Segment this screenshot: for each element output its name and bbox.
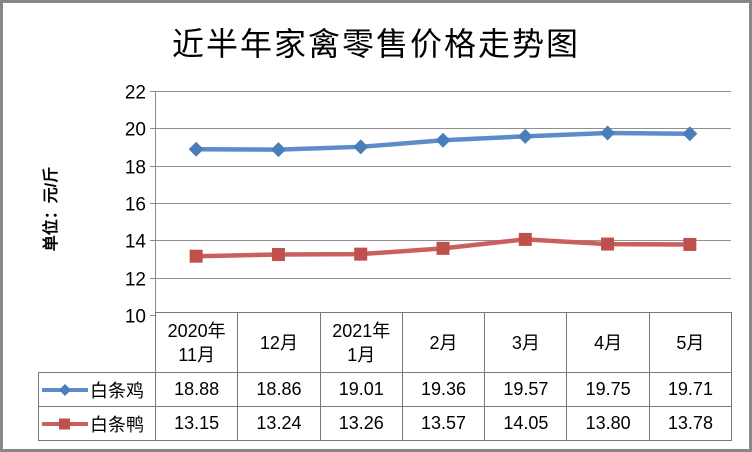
month-header-text: 5月 (676, 332, 705, 353)
value-cell: 13.26 (319, 406, 403, 441)
value-cell: 13.57 (401, 406, 486, 441)
series-line-square (193, 237, 693, 259)
value-cell: 19.57 (484, 372, 568, 407)
data-point-diamond-marker (353, 139, 369, 155)
month-header-cell: 12月 (237, 312, 321, 373)
table-row: 白条鸭 13.15 13.24 13.26 13.57 14.05 13.80 13.78 (38, 406, 733, 441)
table-row: 白条鸡 18.88 18.86 19.01 19.36 19.57 19.75 19.71 (38, 372, 733, 407)
legend-square-marker (59, 418, 70, 429)
table-header-row: 2020年 11月 12月 2021年 1月 2月 3月 4月 5月 (39, 312, 733, 373)
value-cell: 19.75 (566, 372, 650, 407)
month-header-cell: 4月 (566, 312, 650, 373)
value-cell: 19.01 (319, 372, 403, 407)
month-header-text: 12月 (259, 332, 298, 353)
data-point-square-marker (518, 232, 532, 246)
data-point-square-marker (683, 237, 697, 251)
month-header-text: 2021年 (332, 320, 391, 341)
data-point-diamond-marker (517, 128, 533, 144)
y-tick-label: 12 (125, 270, 146, 291)
y-tick-label: 16 (125, 195, 146, 216)
month-header-text: 2020年 (167, 320, 226, 341)
data-point-square-marker (601, 237, 615, 251)
data-point-diamond-marker (188, 141, 204, 157)
value-cell: 19.36 (401, 372, 486, 407)
month-header-cell: 3月 (484, 312, 568, 373)
value-cell: 13.78 (648, 406, 733, 441)
y-tick-label: 20 (125, 120, 146, 141)
value-cell: 13.15 (154, 406, 239, 441)
y-tick-label: 22 (125, 83, 146, 104)
month-header-text: 11月 (178, 344, 215, 365)
value-cell: 19.71 (648, 372, 733, 407)
series-name-label: 白条鸡 (90, 380, 144, 401)
data-point-diamond-marker (435, 132, 451, 148)
month-header-text: 3月 (511, 332, 540, 353)
month-header-text: 4月 (594, 332, 623, 353)
data-point-square-marker (436, 241, 450, 255)
data-point-square-marker (271, 248, 285, 262)
legend-cell: 白条鸡 (38, 372, 156, 407)
data-point-diamond-marker (682, 126, 698, 142)
data-point-diamond-marker (270, 142, 286, 158)
month-header-cell: 2月 (401, 312, 486, 373)
blue-diamond-legend-icon (42, 383, 88, 396)
month-header-cell: 5月 (648, 312, 733, 373)
value-cell: 13.24 (237, 406, 321, 441)
data-point-square-marker (354, 247, 368, 261)
month-header-cell: 2021年 1月 (319, 312, 403, 373)
data-point-diamond-marker (600, 125, 616, 141)
value-cell: 13.80 (566, 406, 650, 441)
legend-entry: 白条鸡 (42, 377, 155, 403)
red-square-legend-icon (42, 418, 88, 429)
value-cell: 14.05 (484, 406, 568, 441)
legend-entry: 白条鸭 (42, 411, 155, 437)
data-table: 2020年 11月 12月 2021年 1月 2月 3月 4月 5月 白条鸡 18.88 18.86 1… (38, 312, 733, 441)
month-header-text: 2月 (429, 332, 458, 353)
legend-diamond-marker (59, 383, 71, 396)
y-tick-label: 18 (125, 158, 146, 179)
value-cell: 18.88 (154, 372, 239, 407)
series-name-label: 白条鸭 (90, 414, 144, 435)
series-line-diamond (193, 130, 693, 152)
month-header-text: 1月 (347, 344, 376, 365)
month-header-cell: 2020年 11月 (154, 312, 239, 373)
chart-title: 近半年家禽零售价格走势图 (171, 26, 580, 62)
data-point-square-marker (189, 249, 203, 263)
corner-cell (39, 313, 156, 373)
value-cell: 18.86 (237, 372, 321, 407)
y-tick-label: 14 (125, 232, 147, 253)
legend-cell: 白条鸭 (38, 406, 156, 441)
